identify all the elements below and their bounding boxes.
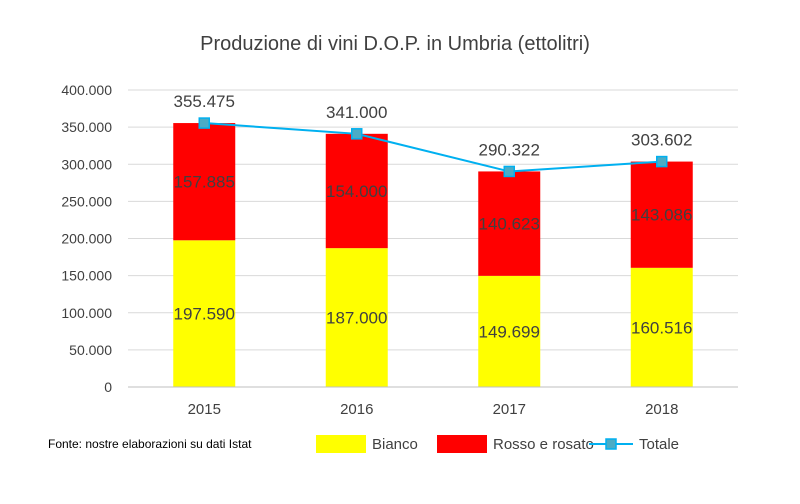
x-tick-label: 2015 (188, 401, 221, 418)
y-tick-label: 250.000 (61, 193, 112, 209)
x-axis: 2015 2016 2017 2018 (128, 386, 738, 418)
segment-label: 149.699 (479, 322, 540, 341)
segment-label: 140.623 (479, 215, 540, 234)
segment-label: 157.885 (174, 173, 235, 192)
total-label: 290.322 (479, 140, 540, 159)
x-tick-label: 2017 (493, 401, 526, 418)
bar-segment (478, 171, 541, 276)
y-tick-label: 100.000 (61, 305, 112, 321)
y-tick-label: 200.000 (61, 231, 112, 247)
legend-marker (605, 438, 617, 450)
segment-labels: 197.590 157.885 187.000 154.000 149.699 140.6… (174, 173, 693, 342)
legend-label: Totale (639, 436, 679, 453)
total-label: 303.602 (631, 131, 692, 150)
y-tick-label: 50.000 (69, 342, 112, 358)
bar-segment (173, 240, 236, 387)
total-series-line (204, 122, 662, 173)
legend-label: Bianco (372, 436, 418, 453)
total-line (198, 117, 668, 178)
bar-segment (478, 275, 541, 387)
y-tick-label: 0 (104, 379, 112, 395)
y-tick-label: 150.000 (61, 268, 112, 284)
y-axis: 0 50.000 100.000 150.000 200.000 250.000 300.0… (61, 82, 112, 395)
segment-label: 154.000 (326, 182, 387, 201)
y-tick-label: 300.000 (61, 156, 112, 172)
total-label: 341.000 (326, 103, 387, 122)
segment-label: 160.516 (631, 318, 692, 337)
legend-label: Rosso e rosato (493, 436, 594, 453)
total-label: 355.475 (174, 92, 235, 111)
total-marker (503, 165, 515, 178)
y-tick-label: 400.000 (61, 82, 112, 98)
bars (173, 123, 693, 387)
legend-swatch (437, 435, 487, 453)
bar-segment (173, 123, 236, 241)
x-tick-label: 2016 (340, 401, 373, 418)
source-note: Fonte: nostre elaborazioni su dati Istat (48, 437, 252, 451)
total-marker (656, 155, 668, 168)
bar-segment (630, 267, 693, 387)
bar-segment (325, 248, 388, 387)
segment-label: 197.590 (174, 305, 235, 324)
y-tick-label: 350.000 (61, 119, 112, 135)
bar-segment (325, 133, 388, 249)
segment-label: 143.086 (631, 206, 692, 225)
bar-segment (630, 161, 693, 268)
chart-title: Produzione di vini D.O.P. in Umbria (ett… (200, 33, 590, 55)
total-labels: 355.475 341.000 290.322 303.602 (174, 92, 693, 159)
total-marker (198, 117, 210, 129)
segment-label: 187.000 (326, 309, 387, 328)
total-marker (351, 128, 363, 140)
legend: Bianco Rosso e rosato Totale (316, 435, 679, 453)
x-tick-label: 2018 (645, 401, 678, 418)
legend-swatch (316, 435, 366, 453)
